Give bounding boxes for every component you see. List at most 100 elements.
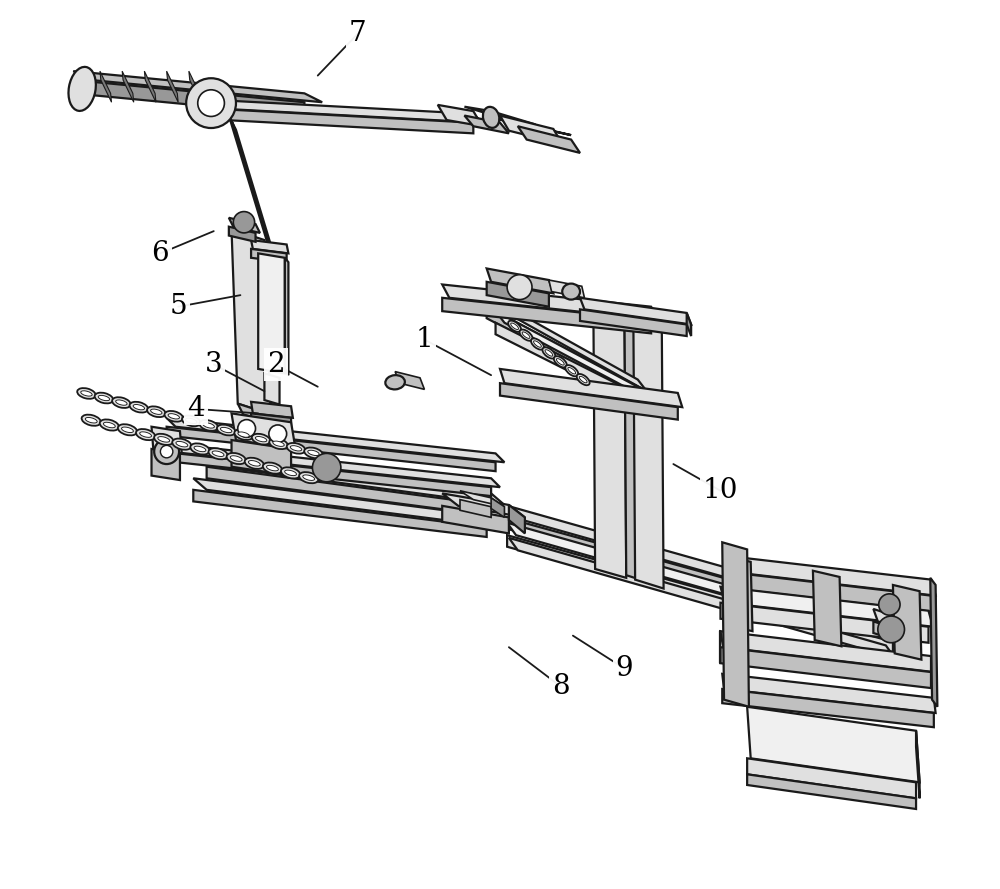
- Ellipse shape: [542, 348, 555, 358]
- Polygon shape: [507, 523, 893, 642]
- Polygon shape: [893, 585, 921, 660]
- Ellipse shape: [182, 415, 200, 426]
- Polygon shape: [720, 631, 934, 672]
- Polygon shape: [722, 689, 934, 727]
- Polygon shape: [152, 427, 182, 453]
- Ellipse shape: [165, 411, 183, 421]
- Ellipse shape: [577, 374, 590, 385]
- Circle shape: [312, 453, 341, 482]
- Ellipse shape: [281, 468, 300, 478]
- Polygon shape: [722, 542, 749, 707]
- Ellipse shape: [82, 414, 101, 426]
- Polygon shape: [464, 107, 536, 124]
- Text: 3: 3: [205, 351, 223, 378]
- Polygon shape: [724, 572, 931, 612]
- Polygon shape: [438, 105, 482, 126]
- Ellipse shape: [122, 427, 133, 433]
- Polygon shape: [580, 298, 691, 324]
- Ellipse shape: [100, 420, 119, 430]
- Ellipse shape: [385, 375, 405, 389]
- Ellipse shape: [190, 444, 210, 454]
- Polygon shape: [224, 109, 473, 133]
- Ellipse shape: [186, 418, 197, 423]
- Ellipse shape: [151, 409, 162, 414]
- Text: 10: 10: [703, 477, 738, 504]
- Polygon shape: [232, 440, 291, 476]
- Ellipse shape: [81, 391, 92, 396]
- Text: 8: 8: [552, 673, 569, 700]
- Polygon shape: [193, 478, 500, 527]
- Polygon shape: [931, 580, 936, 612]
- Ellipse shape: [199, 420, 218, 431]
- Ellipse shape: [116, 400, 127, 405]
- Ellipse shape: [158, 436, 170, 442]
- Circle shape: [269, 425, 287, 443]
- Polygon shape: [720, 587, 933, 627]
- Polygon shape: [251, 413, 291, 428]
- Ellipse shape: [133, 404, 145, 410]
- Polygon shape: [487, 268, 553, 293]
- Polygon shape: [487, 295, 647, 391]
- Ellipse shape: [203, 423, 214, 428]
- Polygon shape: [930, 578, 937, 707]
- Polygon shape: [229, 218, 260, 233]
- Circle shape: [160, 445, 173, 458]
- Ellipse shape: [130, 402, 148, 412]
- Ellipse shape: [118, 424, 137, 436]
- Polygon shape: [496, 311, 658, 404]
- Ellipse shape: [68, 67, 96, 111]
- Polygon shape: [873, 609, 913, 633]
- Ellipse shape: [168, 413, 179, 419]
- Ellipse shape: [212, 451, 224, 456]
- Text: 7: 7: [349, 20, 367, 47]
- Polygon shape: [720, 603, 928, 643]
- Polygon shape: [487, 282, 549, 307]
- Ellipse shape: [245, 458, 264, 469]
- Ellipse shape: [511, 323, 518, 330]
- Ellipse shape: [208, 448, 228, 460]
- Text: 5: 5: [169, 293, 187, 320]
- Circle shape: [879, 594, 900, 615]
- Polygon shape: [460, 500, 491, 517]
- Polygon shape: [229, 116, 271, 249]
- Polygon shape: [500, 116, 562, 144]
- Polygon shape: [504, 505, 891, 624]
- Ellipse shape: [136, 429, 155, 440]
- Polygon shape: [580, 309, 687, 336]
- Polygon shape: [251, 249, 287, 262]
- Ellipse shape: [230, 456, 242, 461]
- Polygon shape: [549, 280, 584, 298]
- Ellipse shape: [77, 388, 96, 399]
- Ellipse shape: [255, 436, 267, 442]
- Polygon shape: [624, 313, 648, 582]
- Circle shape: [186, 78, 236, 128]
- Polygon shape: [460, 491, 504, 507]
- Polygon shape: [593, 302, 648, 320]
- Ellipse shape: [534, 340, 541, 348]
- Polygon shape: [251, 402, 293, 418]
- Ellipse shape: [234, 429, 253, 440]
- Ellipse shape: [308, 450, 319, 455]
- Polygon shape: [442, 284, 658, 320]
- Polygon shape: [500, 369, 682, 407]
- Polygon shape: [724, 556, 936, 596]
- Polygon shape: [724, 556, 752, 631]
- Circle shape: [238, 420, 256, 437]
- Polygon shape: [813, 571, 841, 646]
- Ellipse shape: [285, 470, 296, 476]
- Polygon shape: [747, 707, 920, 782]
- Ellipse shape: [263, 462, 282, 474]
- Polygon shape: [747, 758, 916, 798]
- Ellipse shape: [147, 406, 166, 417]
- Ellipse shape: [194, 446, 206, 452]
- Ellipse shape: [95, 393, 113, 404]
- Ellipse shape: [273, 441, 284, 446]
- Polygon shape: [491, 498, 504, 517]
- Polygon shape: [144, 71, 156, 102]
- Circle shape: [878, 616, 904, 643]
- Polygon shape: [496, 323, 658, 416]
- Ellipse shape: [248, 461, 260, 466]
- Circle shape: [154, 439, 179, 464]
- Text: 2: 2: [267, 351, 285, 378]
- Polygon shape: [285, 258, 288, 375]
